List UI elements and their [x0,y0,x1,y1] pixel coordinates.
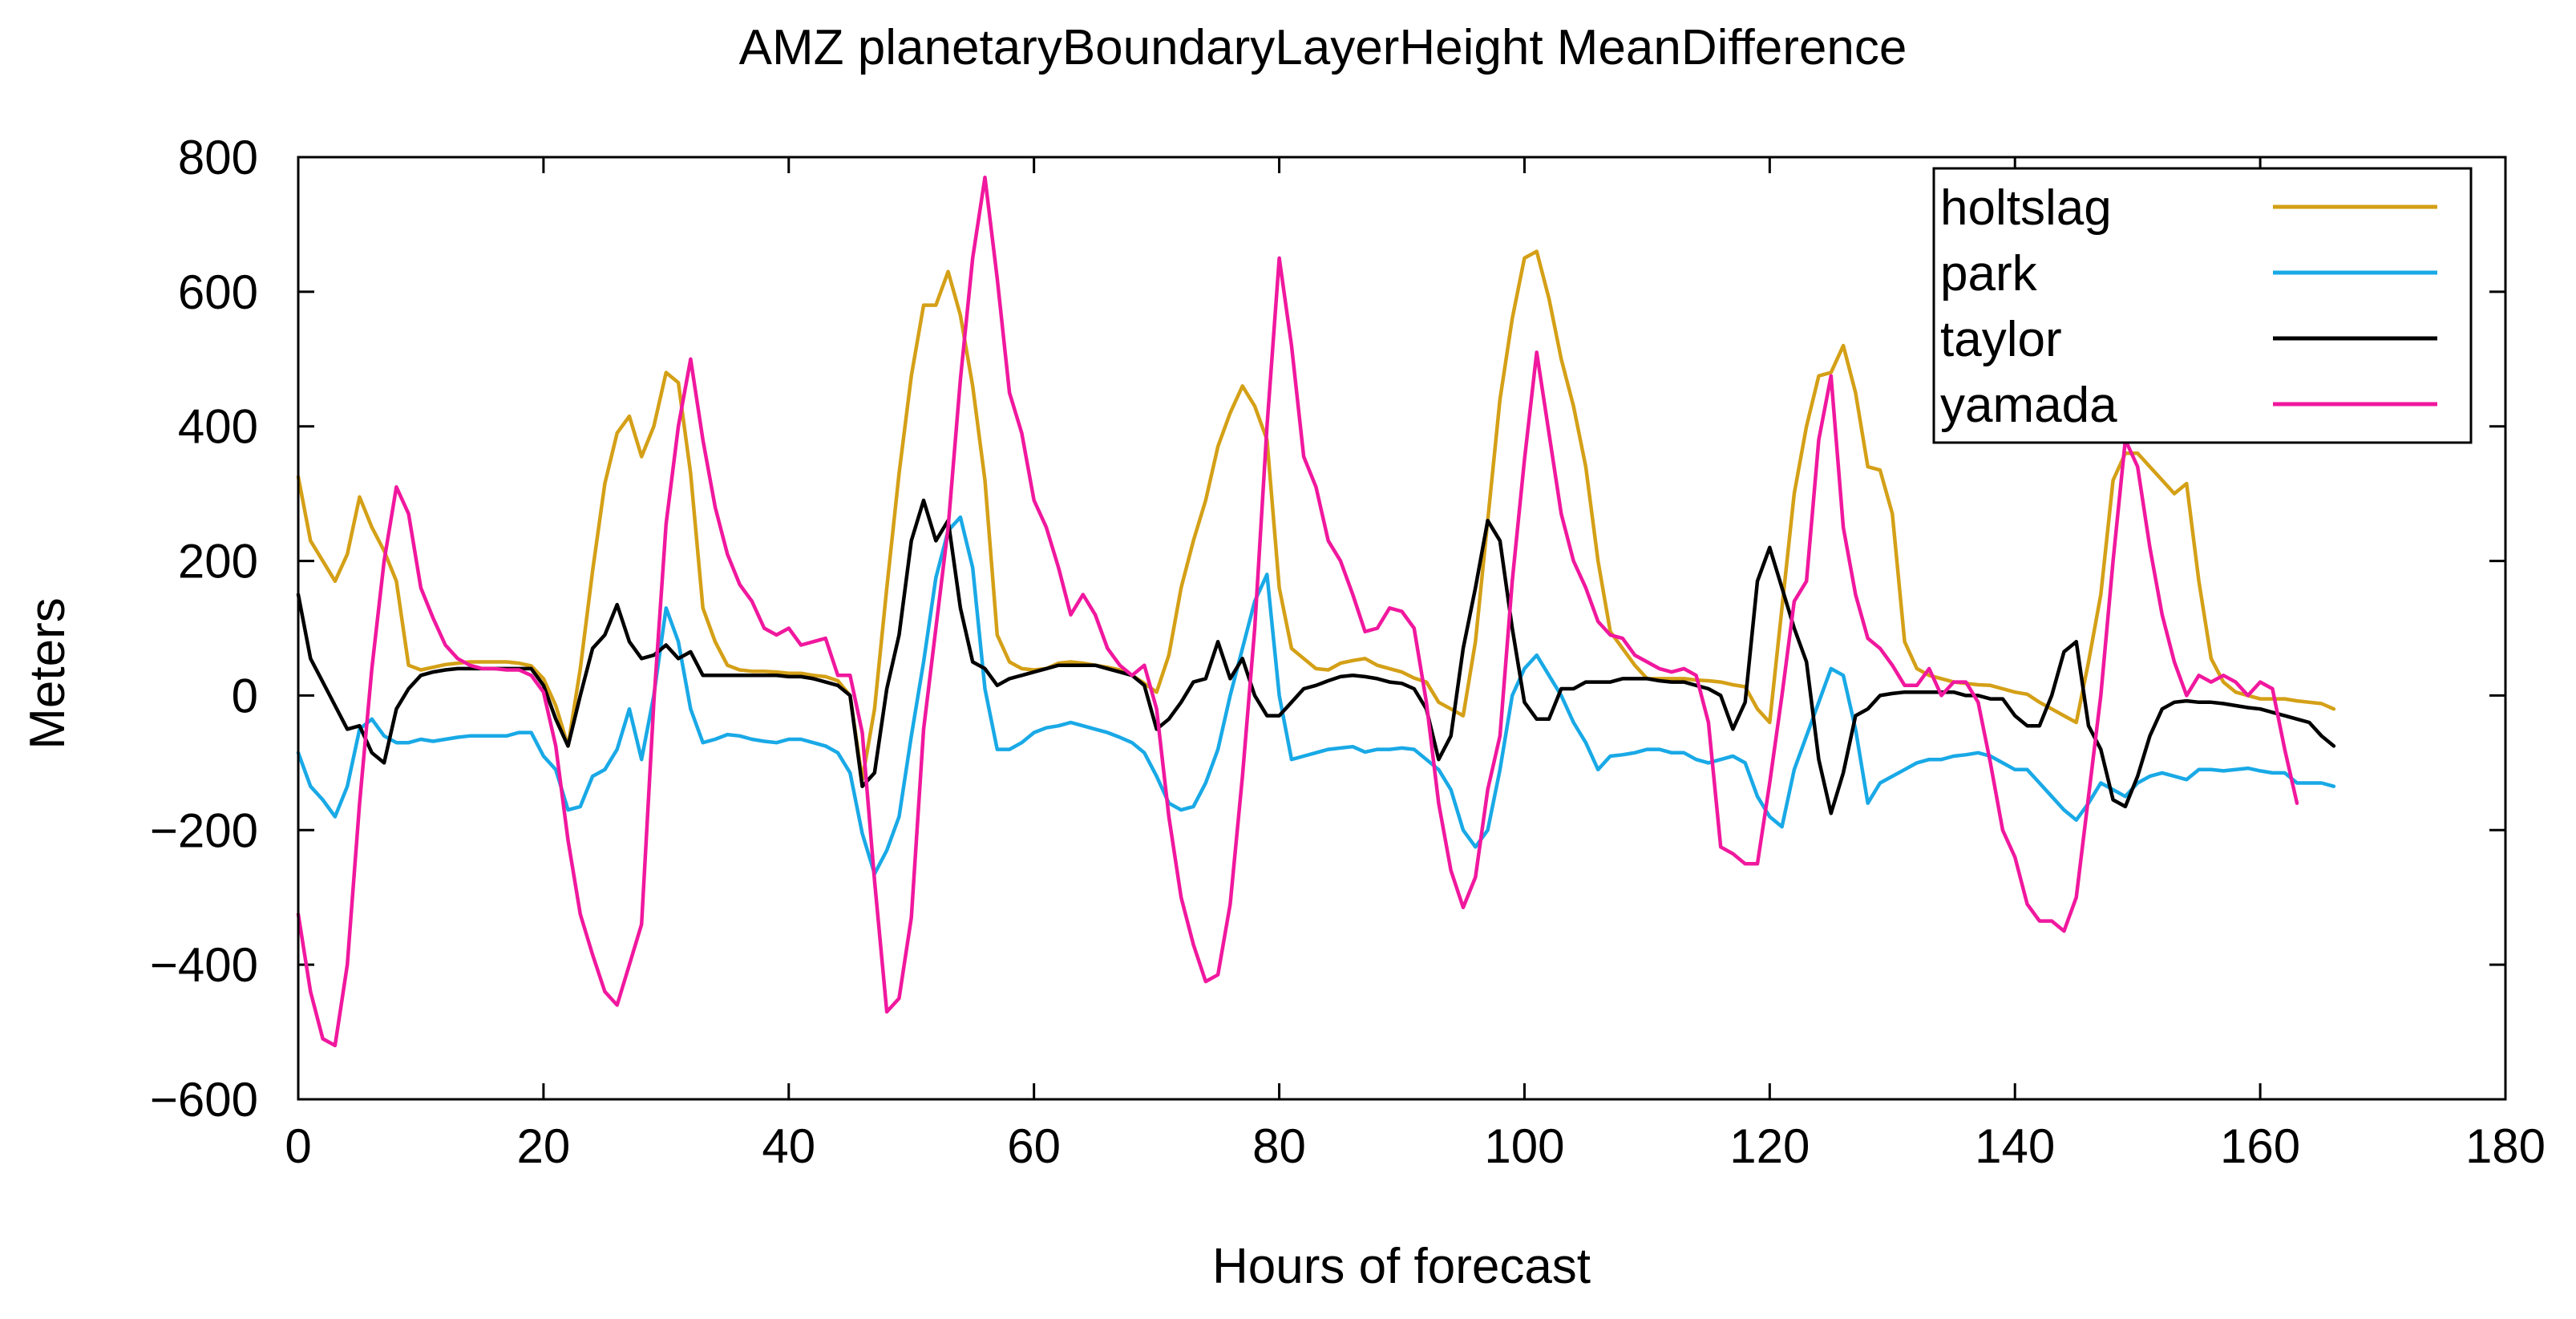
y-tick-label: 400 [178,400,258,454]
legend-label-holtslag: holtslag [1940,180,2112,236]
legend-label-yamada: yamada [1940,378,2117,433]
x-tick-label: 100 [1484,1119,1564,1173]
y-tick-label: −400 [150,938,258,992]
x-tick-label: 160 [2220,1119,2300,1173]
legend-label-taylor: taylor [1940,312,2062,367]
x-tick-label: 120 [1729,1119,1810,1173]
x-tick-label: 180 [2465,1119,2546,1173]
x-tick-label: 40 [762,1119,815,1173]
x-tick-label: 140 [1975,1119,2055,1173]
y-tick-label: 600 [178,265,258,319]
series-line-taylor [296,498,2336,815]
x-tick-label: 20 [517,1119,571,1173]
y-tick-label: 200 [178,535,258,589]
y-tick-label: 800 [178,131,258,184]
y-tick-label: −600 [150,1073,258,1127]
axis-tick-labels: 0 20 40 60 80 100 120 140 160 180 −600 −400 −200 0 200… [150,131,2546,1173]
x-tick-label: 0 [285,1119,311,1173]
chart-title: AMZ planetaryBoundaryLayerHeight MeanDif… [739,20,1907,75]
series-layer [296,175,2336,1048]
y-axis-label: Meters [20,597,75,749]
series-line-holtslag [296,249,2336,782]
x-tick-label: 80 [1252,1119,1306,1173]
series-line-yamada [296,175,2299,1048]
series-line-park [296,515,2336,876]
x-tick-label: 60 [1007,1119,1061,1173]
y-tick-label: 0 [232,669,258,722]
y-tick-label: −200 [150,803,258,857]
legend-label-park: park [1940,246,2038,301]
x-axis-label: Hours of forecast [1212,1239,1591,1294]
plot-frame [297,156,2507,1101]
legend-box [1932,167,2473,444]
legend: holtslag park taylor yamada [1932,167,2473,444]
